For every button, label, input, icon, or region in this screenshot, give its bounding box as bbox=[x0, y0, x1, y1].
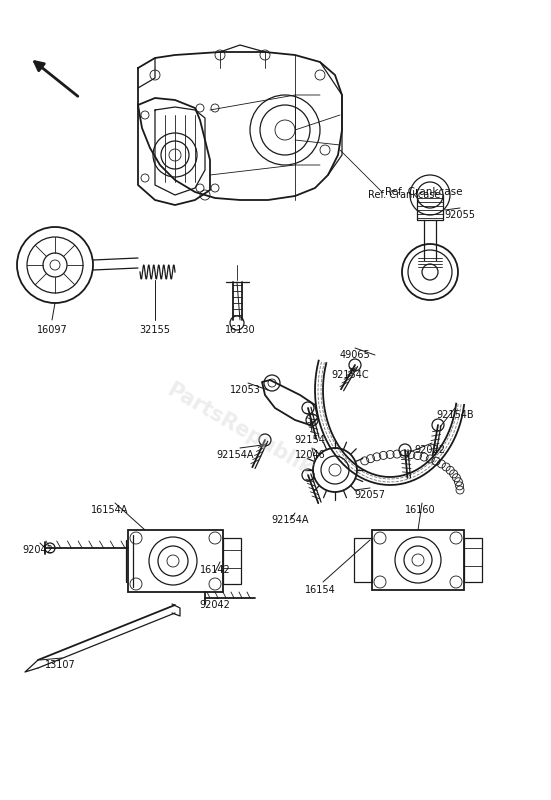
Text: 12046: 12046 bbox=[295, 450, 326, 460]
Text: 16130: 16130 bbox=[225, 325, 255, 335]
Text: 92154A: 92154A bbox=[216, 450, 254, 460]
Text: 92057: 92057 bbox=[354, 490, 386, 500]
Bar bbox=[223, 538, 241, 584]
Text: 92022: 92022 bbox=[414, 445, 446, 455]
Text: 92154A: 92154A bbox=[271, 515, 309, 525]
Text: Ref. Crankcase: Ref. Crankcase bbox=[385, 187, 462, 197]
Text: 16154: 16154 bbox=[305, 585, 336, 595]
Text: PartsRepublik: PartsRepublik bbox=[164, 380, 316, 480]
Bar bbox=[372, 530, 464, 590]
Text: 12053: 12053 bbox=[230, 385, 261, 395]
Text: 92042: 92042 bbox=[23, 545, 53, 555]
Text: 16142: 16142 bbox=[199, 565, 230, 575]
Text: Ref. Crankcase: Ref. Crankcase bbox=[368, 190, 440, 200]
Text: 92042: 92042 bbox=[199, 600, 230, 610]
Text: 16097: 16097 bbox=[36, 325, 67, 335]
Bar bbox=[354, 538, 372, 582]
Bar bbox=[464, 538, 482, 582]
Text: 49065: 49065 bbox=[339, 350, 370, 360]
Text: 32155: 32155 bbox=[139, 325, 170, 335]
Text: 13107: 13107 bbox=[45, 660, 75, 670]
Text: 16160: 16160 bbox=[404, 505, 435, 515]
Text: 92154: 92154 bbox=[295, 435, 326, 445]
Text: 92154C: 92154C bbox=[331, 370, 369, 380]
Text: 92154B: 92154B bbox=[436, 410, 474, 420]
Bar bbox=[128, 530, 223, 592]
Text: 16154A: 16154A bbox=[91, 505, 129, 515]
Text: 92055: 92055 bbox=[445, 210, 476, 220]
